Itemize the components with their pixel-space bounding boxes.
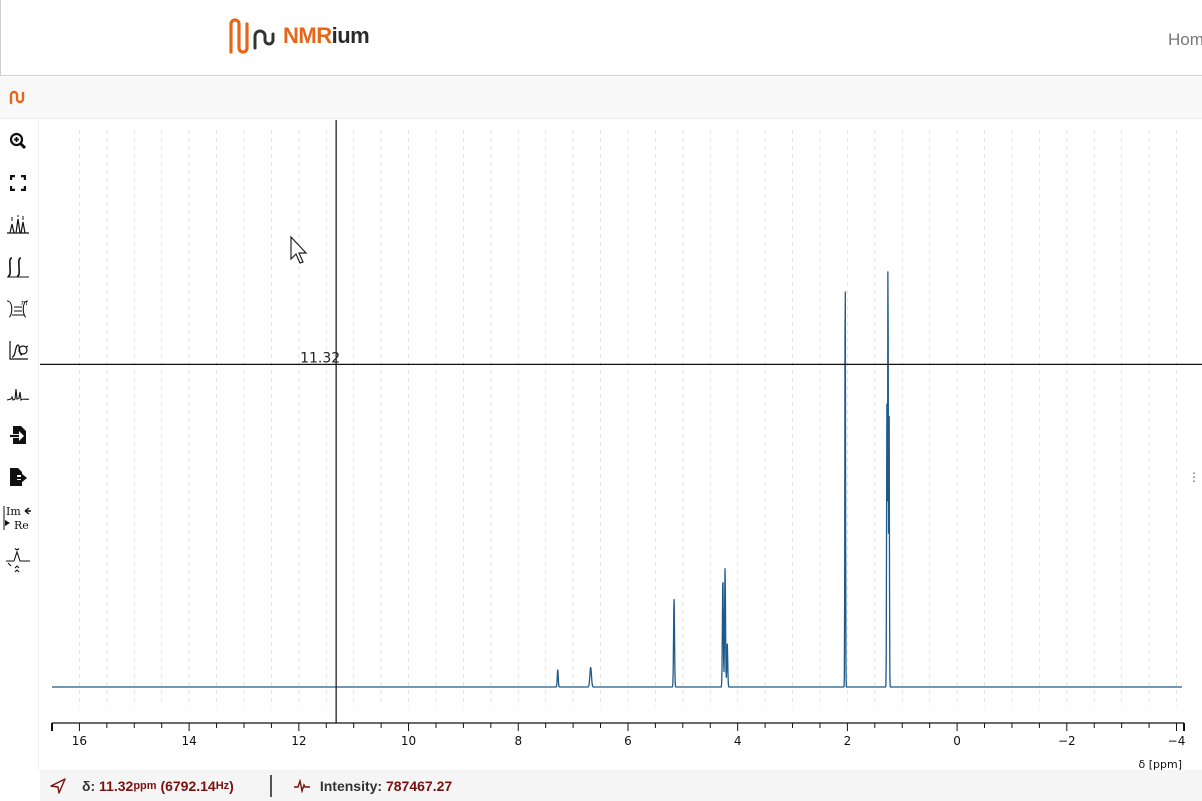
x-axis-tick-label: −2 (1058, 734, 1076, 748)
status-bar: δ: 11.32 ppm (6792.14 Hz) Intensity: 78746… (40, 770, 1202, 801)
spectrum-line (52, 271, 1182, 688)
x-axis-tick-label: 8 (514, 734, 522, 748)
import-icon[interactable] (4, 421, 32, 449)
x-axis-tick-label: 0 (953, 734, 961, 748)
delta-label: δ: (82, 777, 96, 794)
spectra-stack-icon[interactable] (4, 547, 32, 575)
spectrum-viewer[interactable]: 16 14 12 10 8 6 4 2 0 −2 −4 δ [ppm] 11.32 (40, 120, 1202, 771)
baseline-correction-icon[interactable] (4, 379, 32, 407)
ranges-icon[interactable]: m (4, 295, 32, 323)
full-zoom-icon[interactable] (4, 169, 32, 197)
re-label: Re (14, 519, 29, 532)
integral-icon[interactable] (4, 253, 32, 281)
x-axis-tick-label: 6 (624, 734, 632, 748)
intensity-label: Intensity: (319, 777, 383, 794)
cursor-position-icon (50, 777, 66, 794)
panel-header-bar (0, 77, 1202, 119)
mouse-cursor-icon (290, 235, 308, 264)
zoom-in-icon[interactable] (4, 127, 32, 155)
vertical-grid (79, 130, 1177, 707)
hz-open: ( (160, 777, 166, 794)
export-icon[interactable] (4, 463, 32, 491)
nmrium-mini-logo-icon[interactable] (9, 89, 27, 105)
hz-value: 6792.14 (165, 777, 216, 794)
phase-correction-icon[interactable] (4, 337, 32, 365)
im-label: Im (6, 505, 21, 518)
crosshair-ppm-label: 11.32 (300, 350, 340, 366)
hz-unit: Hz (215, 779, 230, 792)
real-imaginary-icon[interactable]: Im Re (2, 505, 34, 533)
home-link[interactable]: Hom (1168, 30, 1202, 49)
x-axis-label: δ [ppm] (1139, 758, 1183, 770)
delta-unit: ppm (133, 779, 157, 792)
intensity-value: 787467.27 (385, 777, 453, 794)
side-panel-toggle-icon[interactable]: ⋮ (1188, 470, 1200, 484)
left-toolbar: m Im Re (0, 120, 39, 770)
x-axis-tick-label: −4 (1168, 734, 1186, 748)
x-axis-tick-label: 16 (72, 734, 87, 748)
intensity-icon (293, 778, 310, 793)
x-axis-tick-label: 10 (401, 734, 416, 748)
peak-picking-icon[interactable] (4, 211, 32, 239)
hz-close: ) (229, 777, 234, 794)
x-axis-tick-label: 2 (844, 734, 852, 748)
nmrium-logo-icon (229, 18, 275, 54)
logo-text: NMRium (283, 23, 370, 48)
x-axis-tick-label: 14 (181, 734, 196, 748)
x-axis-tick-label: 4 (734, 734, 742, 748)
crosshair: 11.32 (40, 120, 1202, 723)
nmrium-logo[interactable]: NMRium (227, 16, 370, 56)
svg-text:m: m (21, 299, 28, 307)
spectrum-chart[interactable]: 16 14 12 10 8 6 4 2 0 −2 −4 δ [ppm] 11.32 (40, 120, 1202, 771)
x-axis-tick-label: 12 (291, 734, 306, 748)
app-header: NMRium Hom (0, 0, 1202, 76)
delta-value: 11.32 (99, 777, 134, 794)
x-axis: 16 14 12 10 8 6 4 2 0 −2 −4 (51, 722, 1186, 748)
status-separator (269, 774, 272, 797)
